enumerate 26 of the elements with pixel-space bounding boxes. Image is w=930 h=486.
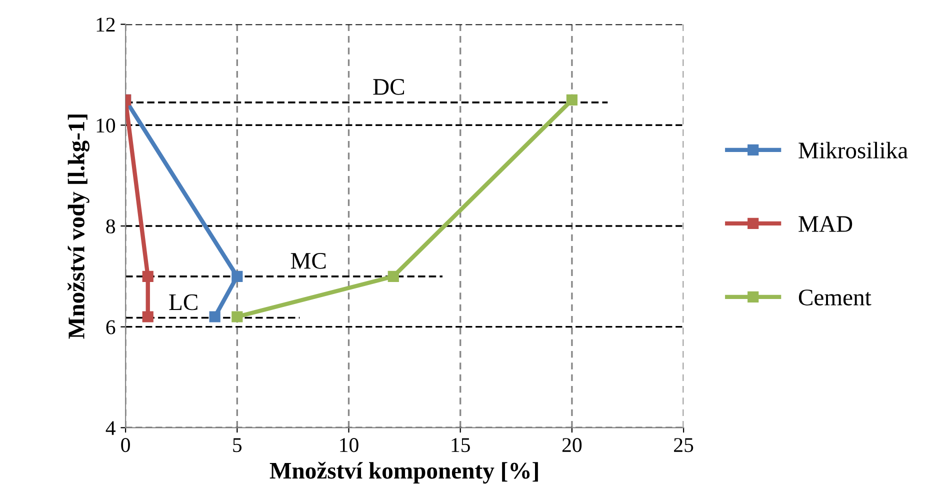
- legend-label: MAD: [798, 216, 852, 232]
- point: [142, 270, 154, 282]
- annotation: LC: [169, 294, 198, 310]
- point: [232, 270, 243, 282]
- x-axis-title: Množství komponenty [%]: [270, 462, 538, 484]
- point: [232, 311, 243, 322]
- point: [209, 311, 220, 322]
- annotation: MC: [290, 252, 326, 269]
- point: [388, 270, 399, 282]
- legend-label: Cement: [798, 290, 872, 306]
- point: [566, 94, 578, 106]
- x-tick-label: 15: [452, 438, 470, 452]
- x-tick-label: 0: [121, 438, 130, 452]
- y-axis-title: Množství vody [l.kg-1]: [68, 114, 90, 339]
- y-tick-label: 10: [96, 118, 116, 133]
- annotation: DC: [373, 79, 404, 95]
- legend-label: Mikrosilika: [798, 142, 908, 158]
- y-tick-label: 8: [106, 219, 116, 234]
- y-tick-label: 6: [106, 320, 116, 334]
- x-tick-label: 25: [674, 438, 694, 452]
- y-tick-label: 12: [96, 18, 115, 32]
- x-tick-label: 5: [233, 438, 242, 452]
- point: [142, 311, 154, 322]
- x-tick-label: 10: [340, 438, 358, 452]
- y-tick-label: 4: [106, 421, 116, 435]
- x-tick-label: 20: [562, 438, 582, 452]
